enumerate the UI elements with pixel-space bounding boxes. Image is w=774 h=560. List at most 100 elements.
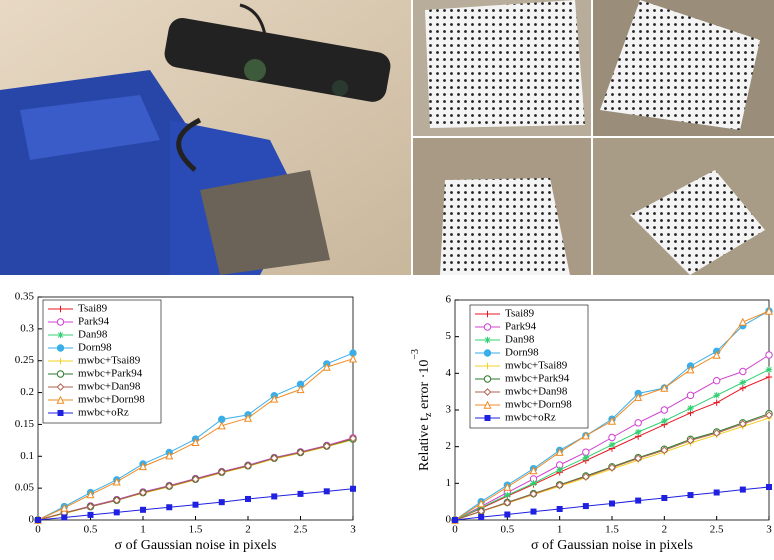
marker-shape bbox=[688, 493, 693, 498]
calibration-photos bbox=[413, 0, 774, 275]
legend-label: mwbc+oRz bbox=[78, 407, 129, 419]
marker bbox=[114, 510, 119, 515]
marker-shape bbox=[583, 504, 588, 509]
marker-shape bbox=[661, 407, 667, 413]
legend-label: Park94 bbox=[505, 321, 537, 333]
legend-label: mwbc+Dan98 bbox=[505, 386, 568, 398]
marker-shape bbox=[635, 420, 641, 426]
figure: 00.050.10.150.20.250.30.3500.511.522.53σ… bbox=[0, 0, 774, 555]
marker-shape bbox=[167, 505, 172, 510]
marker-shape bbox=[57, 332, 63, 338]
marker-shape bbox=[661, 418, 667, 424]
marker-shape bbox=[531, 509, 536, 514]
marker-shape bbox=[484, 376, 490, 382]
y-tick-label: 0.35 bbox=[15, 291, 35, 303]
marker-shape bbox=[272, 494, 277, 499]
marker bbox=[583, 454, 589, 460]
marker bbox=[610, 501, 615, 506]
marker-shape bbox=[453, 518, 458, 523]
legend-label: mwbc+Park94 bbox=[505, 373, 570, 385]
marker bbox=[609, 434, 615, 440]
marker-shape bbox=[57, 345, 63, 351]
marker-shape bbox=[687, 405, 693, 411]
marker bbox=[531, 509, 536, 514]
marker bbox=[556, 467, 562, 473]
y-tick-label: 0 bbox=[29, 514, 35, 526]
y-axis-label-part: Relative t bbox=[417, 417, 432, 471]
marker-shape bbox=[530, 480, 536, 486]
marker bbox=[530, 480, 536, 486]
marker bbox=[766, 352, 772, 358]
marker-shape bbox=[57, 319, 63, 325]
marker bbox=[485, 416, 490, 421]
y-tick-label: 3 bbox=[446, 404, 452, 416]
x-tick-label: 2.5 bbox=[710, 524, 724, 536]
y-tick-label: 2 bbox=[446, 440, 452, 452]
x-tick-label: 2.5 bbox=[294, 524, 308, 536]
marker bbox=[167, 505, 172, 510]
x-tick-label: 3 bbox=[766, 524, 772, 536]
y-tick-label: 6 bbox=[446, 294, 452, 306]
y-tick-label: 0.3 bbox=[20, 322, 34, 334]
y-axis-label: Relative tz error ·10−3 bbox=[410, 349, 434, 471]
marker-shape bbox=[324, 489, 329, 494]
marker-shape bbox=[740, 379, 746, 385]
marker-shape bbox=[740, 368, 746, 374]
marker bbox=[141, 507, 146, 512]
marker-shape bbox=[583, 454, 589, 460]
legend-label: Tsai89 bbox=[78, 303, 108, 315]
x-tick-label: 0.5 bbox=[500, 524, 514, 536]
marker bbox=[767, 485, 772, 490]
marker bbox=[662, 496, 667, 501]
marker bbox=[57, 332, 63, 338]
x-tick-label: 2 bbox=[245, 524, 251, 536]
marker-shape bbox=[713, 377, 719, 383]
marker-shape bbox=[62, 515, 67, 520]
x-tick-label: 0 bbox=[35, 524, 41, 536]
marker bbox=[635, 429, 641, 435]
legend-label: Dorn98 bbox=[505, 347, 539, 359]
marker-shape bbox=[246, 496, 251, 501]
legend-label: mwbc+Dorn98 bbox=[505, 399, 572, 411]
x-tick-label: 1 bbox=[140, 524, 146, 536]
marker-shape bbox=[636, 498, 641, 503]
page: {"chart_data":[ {"type":"line","xlabel":… bbox=[0, 0, 774, 555]
x-axis-label: σ of Gaussian noise in pixels bbox=[531, 538, 693, 553]
y-tick-label: 0.05 bbox=[15, 482, 35, 494]
marker bbox=[57, 319, 63, 325]
marker bbox=[36, 518, 41, 523]
legend-label: mwbc+Dorn98 bbox=[78, 394, 145, 406]
legend-label: mwbc+Tsai89 bbox=[505, 360, 568, 372]
x-tick-label: 0.5 bbox=[84, 524, 98, 536]
marker-shape bbox=[484, 350, 490, 356]
x-tick-label: 1.5 bbox=[189, 524, 203, 536]
y-tick-label: 0.25 bbox=[15, 354, 35, 366]
marker bbox=[453, 518, 458, 523]
marker bbox=[661, 418, 667, 424]
marker bbox=[635, 420, 641, 426]
marker-shape bbox=[713, 392, 719, 398]
marker-shape bbox=[298, 491, 303, 496]
marker bbox=[324, 489, 329, 494]
legend-label: Dan98 bbox=[78, 329, 108, 341]
marker bbox=[714, 490, 719, 495]
y-tick-label: 0.2 bbox=[20, 386, 34, 398]
x-tick-label: 3 bbox=[350, 524, 356, 536]
marker bbox=[713, 377, 719, 383]
marker-shape bbox=[610, 501, 615, 506]
legend-label: Tsai89 bbox=[505, 308, 535, 320]
marker-shape bbox=[766, 352, 772, 358]
marker bbox=[219, 500, 224, 505]
x-tick-label: 1 bbox=[557, 524, 563, 536]
y-tick-label: 0.1 bbox=[20, 450, 34, 462]
marker bbox=[504, 492, 510, 498]
legend-label: Dan98 bbox=[505, 334, 535, 346]
marker bbox=[484, 350, 490, 356]
marker-shape bbox=[766, 366, 772, 372]
marker bbox=[484, 376, 490, 382]
legend-label: mwbc+Park94 bbox=[78, 368, 143, 380]
marker-shape bbox=[557, 507, 562, 512]
y-axis-label-part: error ·10 bbox=[417, 360, 432, 413]
legend-label: Park94 bbox=[78, 316, 110, 328]
marker-shape bbox=[36, 518, 41, 523]
